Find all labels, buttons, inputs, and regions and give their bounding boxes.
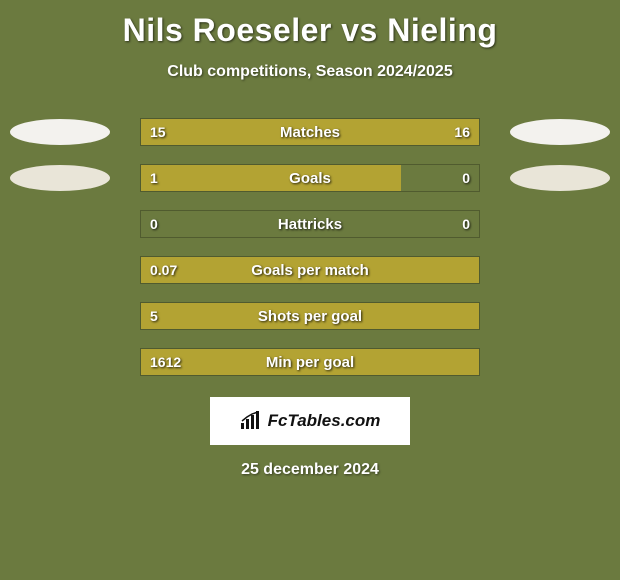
stat-bar-track [140, 256, 480, 284]
page-title: Nils Roeseler vs Nieling [0, 0, 620, 49]
stat-bar-fill-left [141, 165, 401, 191]
stat-row: 1Goals0 [0, 155, 620, 201]
logo-text: FcTables.com [268, 411, 381, 431]
stats-container: 15Matches161Goals00Hattricks00.07Goals p… [0, 109, 620, 385]
stat-row: 15Matches16 [0, 109, 620, 155]
stat-bar-track [140, 164, 480, 192]
stat-bar-fill-right [305, 119, 479, 145]
stat-bar-fill-left [141, 349, 479, 375]
decor-ellipse-left [10, 165, 110, 191]
stat-bar-fill-left [141, 119, 305, 145]
decor-ellipse-left [10, 119, 110, 145]
stat-row: 0.07Goals per match [0, 247, 620, 293]
stat-row: 1612Min per goal [0, 339, 620, 385]
stat-bar-track [140, 210, 480, 238]
page-subtitle: Club competitions, Season 2024/2025 [0, 63, 620, 81]
stat-row: 0Hattricks0 [0, 201, 620, 247]
decor-ellipse-right [510, 165, 610, 191]
stat-bar-track [140, 302, 480, 330]
stat-bar-fill-left [141, 303, 479, 329]
logo-box: FcTables.com [210, 397, 410, 445]
date-label: 25 december 2024 [0, 461, 620, 479]
decor-ellipse-right [510, 119, 610, 145]
stat-bar-track [140, 118, 480, 146]
stat-bar-track [140, 348, 480, 376]
stat-bar-fill-left [141, 257, 479, 283]
chart-icon [240, 411, 262, 431]
stat-row: 5Shots per goal [0, 293, 620, 339]
